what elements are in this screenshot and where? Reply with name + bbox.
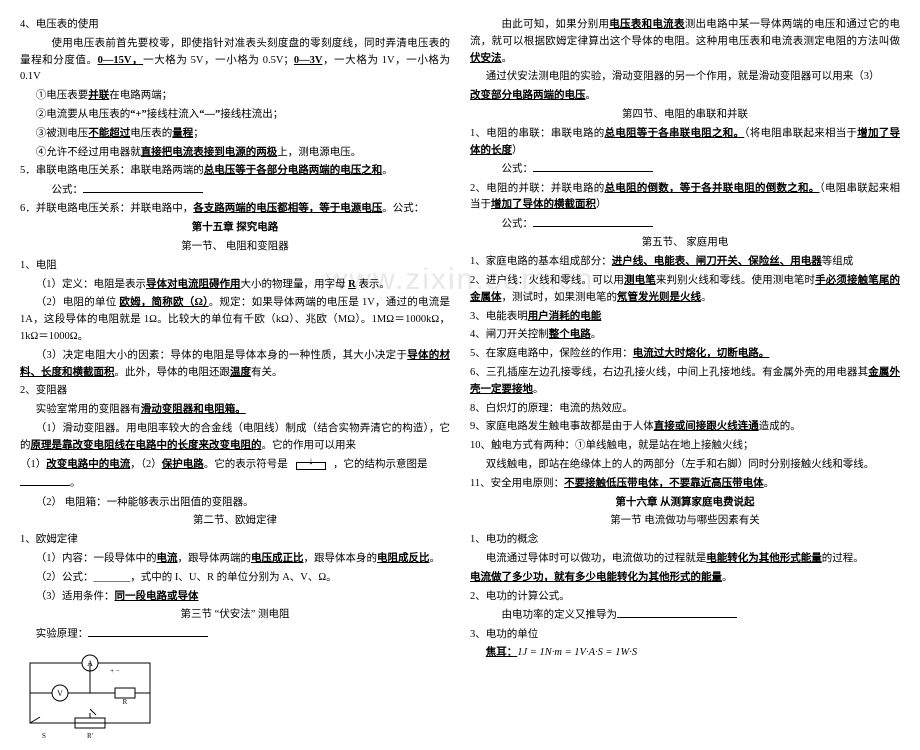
para: 6．并联电路电压关系：并联电路中，各支路两端的电压都相等，等于电源电压。公式： <box>20 201 450 218</box>
para: 5．串联电路电压关系：串联电路两端的总电压等于各部分电路两端的电压之和。 <box>20 163 450 180</box>
heading: 2、电功的计算公式。 <box>470 589 900 606</box>
heading: 2、变阻器 <box>20 383 450 400</box>
para: 电流通过导体时可以做功，电流做功的过程就是电能转化为其他形式能量的过程。 <box>470 551 900 568</box>
formula: 公式： <box>470 161 900 178</box>
para: 2、电阻的并联：并联电路的总电阻的倒数，等于各并联电阻的倒数之和。（电阻串联起来… <box>470 181 900 215</box>
para: 通过伏安法测电阻的实验，滑动变阻器的另一个作用，就是滑动变阻器可以用来（3） <box>470 69 900 86</box>
para: 改变部分电路两端的电压。 <box>470 88 900 105</box>
rheostat-icon: ↓ <box>290 458 330 470</box>
heading-4: 4、电压表的使用 <box>20 17 450 34</box>
para: 实验室常用的变阻器有滑动变阻器和电阻箱。 <box>20 402 450 419</box>
para: （2）电阻的单位 欧姆，简称欧（Ω）。规定：如果导体两端的电压是 1V，通过的电… <box>20 295 450 345</box>
heading: 1、电功的概念 <box>470 532 900 549</box>
section-title: 第二节、欧姆定律 <box>20 513 450 530</box>
para: 9、家庭电路发生触电事故都是由于人体直接或间接跟火线连通造成的。 <box>470 419 900 436</box>
section-title: 第一节 电流做功与哪些因素有关 <box>470 513 900 530</box>
svg-text:R: R <box>123 698 128 706</box>
para: 5、在家庭电路中，保险丝的作用：电流过大时熔化，切断电路。 <box>470 346 900 363</box>
section-title: 第三节 “伏安法” 测电阻 <box>20 607 450 624</box>
para: 电流做了多少功，就有多少电能转化为其他形式的能量。 <box>470 570 900 587</box>
para: 使用电压表前首先要校零，即使指针对准表头刻度盘的零刻度线，同时弄清电压表的量程和… <box>20 36 450 86</box>
para: 双线触电，即站在绝缘体上的人的两部分（左手和右脚）同时分别接触火线和零线。 <box>470 457 900 474</box>
para: 4、闸刀开关控制整个电路。 <box>470 327 900 344</box>
para: ④允许不经过用电器就直接把电流表接到电源的两极上，测电源电压。 <box>20 145 450 162</box>
para: （2）公式：_______，式中的 I、U、R 的单位分别为 A、V、Ω。 <box>20 570 450 587</box>
svg-text:V: V <box>57 689 63 698</box>
para: ②电流要从电压表的“+”接线柱流入“—”接线柱流出； <box>20 107 450 124</box>
circuit-diagram: A V R R' S + − <box>20 653 160 743</box>
para: 由此可知，如果分别用电压表和电流表测出电路中某一导体两端的电压和通过它的电流，就… <box>470 17 900 67</box>
para: （1）滑动变阻器。用电阻率较大的合金线（电阻线）制成（结合实物弄清它的构造），它… <box>20 421 450 455</box>
formula: 公式： <box>20 182 450 199</box>
para: 11、安全用电原则：不要接触低压带电体，不要靠近高压带电体。 <box>470 476 900 493</box>
section-title: 第五节、 家庭用电 <box>470 235 900 252</box>
section-title: 第四节、电阻的串联和并联 <box>470 107 900 124</box>
chapter-title: 第十五章 探究电路 <box>20 220 450 237</box>
para: 2、进户线：火线和零线。可以用测电笔来判别火线和零线。使用测电笔时手必须接触笔尾… <box>470 273 900 307</box>
para: 1、家庭电路的基本组成部分：进户线、电能表、闸刀开关、保险丝、用电器等组成 <box>470 254 900 271</box>
heading: 3、电功的单位 <box>470 627 900 644</box>
para: （3）决定电阻大小的因素：导体的电阻是导体本身的一种性质，其大小决定于导体的材料… <box>20 348 450 382</box>
para: ①电压表要并联在电路两端； <box>20 88 450 105</box>
para: （3）适用条件：同一段电路或导体 <box>20 589 450 606</box>
formula: 公式： <box>470 216 900 233</box>
para: 8、白炽灯的原理：电流的热效应。 <box>470 401 900 418</box>
para: 10、触电方式有两种：①单线触电，就是站在地上接触火线； <box>470 438 900 455</box>
para: ③被测电压不能超过电压表的量程； <box>20 126 450 143</box>
section-title: 第一节、 电阻和变阻器 <box>20 239 450 256</box>
left-column: 4、电压表的使用 使用电压表前首先要校零，即使指针对准表头刻度盘的零刻度线，同时… <box>20 15 450 635</box>
svg-text:S: S <box>42 732 46 740</box>
svg-text:R': R' <box>87 732 93 740</box>
svg-text:+ −: + − <box>110 667 120 675</box>
para: （2） 电阻箱：一种能够表示出阻值的变阻器。 <box>20 495 450 512</box>
blank-line: 。 <box>20 475 450 492</box>
para: 3、电能表明用户消耗的电能 <box>470 309 900 326</box>
heading: 1、电阻 <box>20 258 450 275</box>
right-column: 由此可知，如果分别用电压表和电流表测出电路中某一导体两端的电压和通过它的电流，就… <box>470 15 900 635</box>
para: 6、三孔插座左边孔接零线，右边孔接火线，中间上孔接地线。有金属外壳的用电器其金属… <box>470 365 900 399</box>
para: 实验原理： <box>20 626 450 643</box>
para: （1）定义：电阻是表示导体对电流阻碍作用大小的物理量，用字母 R 表示。 <box>20 277 450 294</box>
para: 焦耳：1J = 1N·m = 1V·A·S = 1W·S <box>470 645 900 662</box>
para: （1）改变电路中的电流，（2）保护电路。它的表示符号是 ↓ ，它的结构示意图是 <box>20 457 450 474</box>
para: （1）内容：一段导体中的电流，跟导体两端的电压成正比，跟导体本身的电阻成反比。 <box>20 551 450 568</box>
formula: 由电功率的定义又推导为 <box>470 607 900 624</box>
chapter-title: 第十六章 从测算家庭电费说起 <box>470 495 900 512</box>
para: 1、电阻的串联：串联电路的总电阻等于各串联电阻之和。（将电阻串联起来相当于增加了… <box>470 126 900 160</box>
heading: 1、欧姆定律 <box>20 532 450 549</box>
